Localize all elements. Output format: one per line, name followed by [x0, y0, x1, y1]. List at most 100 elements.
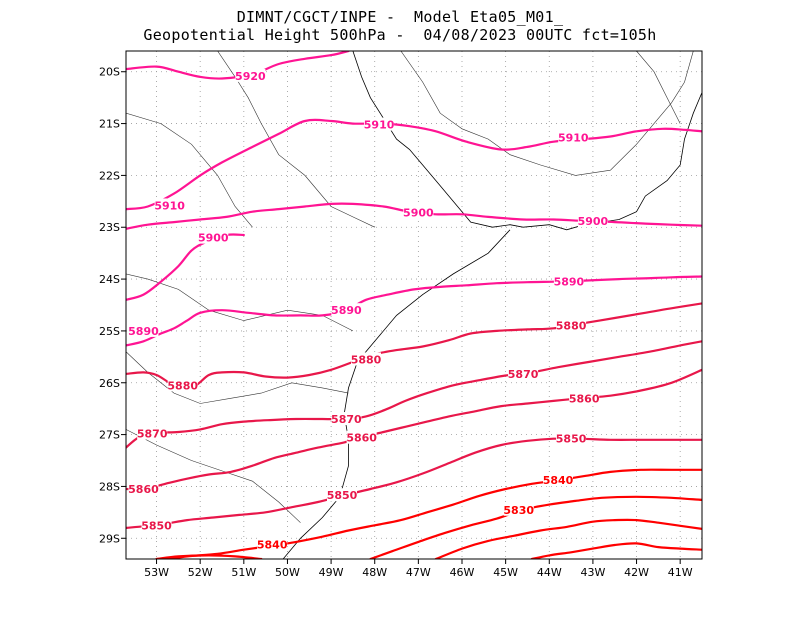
contour-label-bg	[558, 130, 589, 144]
contour-label: 5870	[137, 428, 168, 441]
y-tick-label: 20S	[99, 66, 120, 79]
contour-label-bg	[327, 488, 357, 502]
contour-label-bg	[553, 274, 584, 288]
x-tick-label: 51W	[231, 566, 256, 579]
contour-label-bg	[503, 502, 534, 516]
y-tick-label: 21S	[99, 118, 120, 131]
contour-line	[126, 340, 702, 449]
y-tick-label: 22S	[99, 169, 120, 182]
lat-lon-grid	[126, 51, 702, 559]
x-tick-label: 48W	[362, 566, 387, 579]
contour-line	[126, 302, 702, 390]
state-border	[126, 429, 301, 523]
contour-label: 5920	[235, 70, 266, 83]
map-frame	[125, 50, 703, 560]
contour-label: 5890	[554, 276, 585, 289]
x-tick-label: 52W	[188, 566, 213, 579]
coastline	[352, 51, 702, 231]
contour-label-bg	[569, 391, 600, 405]
contour-label-bg	[167, 378, 198, 392]
contour-label-bg	[331, 303, 362, 317]
contour-label: 5850	[556, 433, 587, 446]
y-tick-label: 25S	[99, 325, 120, 338]
state-border	[126, 351, 349, 404]
x-axis-ticks: 53W 52W 51W 50W 49W 48W 47W 46W 45W 44W 43W 42W 41W	[144, 559, 693, 579]
y-tick-label: 28S	[99, 480, 120, 493]
x-tick-label: 46W	[450, 566, 475, 579]
contour-label: 5900	[578, 215, 609, 228]
contour-label: 5890	[331, 304, 362, 317]
contour-label: 5910	[154, 199, 185, 212]
coastline-south	[282, 229, 511, 559]
contour-label: 5850	[141, 519, 172, 532]
contour-line	[126, 118, 702, 211]
state-border	[126, 112, 253, 228]
y-tick-label: 24S	[99, 273, 120, 286]
contour-lines	[126, 51, 702, 559]
x-tick-label: 45W	[493, 566, 518, 579]
state-border	[126, 273, 354, 332]
contour-label: 5860	[128, 483, 159, 496]
state-border	[217, 51, 375, 228]
contour-label-bg	[235, 68, 266, 82]
title-line-1: DIMNT/CGCT/INPE - Model Eta05_M01_	[236, 8, 564, 26]
contour-line	[530, 542, 702, 559]
contour-label: 5830	[503, 504, 534, 517]
contour-line	[369, 495, 702, 559]
contour-line	[155, 554, 263, 559]
contour-label-bg	[543, 473, 573, 487]
y-tick-label: 27S	[99, 429, 120, 442]
x-tick-label: 50W	[275, 566, 300, 579]
contour-label-bg	[141, 518, 172, 532]
contour-label: 5840	[257, 538, 288, 551]
y-tick-label: 29S	[99, 532, 120, 545]
contour-label-bg	[508, 366, 539, 380]
contour-label-bg	[257, 537, 288, 551]
coastlines-and-borders	[126, 51, 702, 559]
contour-label-bg	[364, 117, 395, 131]
state-border	[636, 51, 681, 124]
x-tick-label: 42W	[624, 566, 649, 579]
contour-label-bg	[137, 426, 168, 440]
contour-label: 5860	[569, 392, 600, 405]
contour-label-bg	[556, 431, 587, 445]
contour-label: 5900	[403, 207, 434, 220]
contour-line	[126, 275, 702, 347]
x-tick-label: 44W	[537, 566, 562, 579]
contour-label-bg	[351, 352, 381, 366]
contour-label-bg	[198, 230, 229, 244]
contour-label: 5870	[331, 413, 362, 426]
x-tick-label: 53W	[144, 566, 169, 579]
contour-label: 5860	[346, 432, 377, 445]
contour-label: 5880	[351, 353, 382, 366]
x-tick-label: 41W	[668, 566, 693, 579]
y-axis-ticks: 20S 21S 22S 23S 24S 25S 26S 27S 28S 29S	[99, 66, 126, 545]
contour-label: 5870	[508, 368, 539, 381]
y-tick-label: 26S	[99, 377, 120, 390]
contour-label: 5890	[128, 325, 159, 338]
contour-label: 5900	[198, 232, 229, 245]
contour-label-bg	[346, 430, 377, 444]
contour-label-bg	[403, 205, 434, 219]
contour-label-bg	[331, 412, 362, 426]
y-tick-label: 23S	[99, 221, 120, 234]
contour-label-bg	[577, 214, 608, 228]
x-tick-label: 49W	[319, 566, 344, 579]
contour-label-bg	[154, 198, 185, 212]
x-tick-label: 43W	[580, 566, 605, 579]
contour-label-bg	[128, 323, 159, 337]
contour-line	[434, 518, 702, 559]
contour-label: 5880	[556, 320, 587, 333]
contour-label-bg	[128, 482, 159, 496]
contour-labels: 5920 5910 5910 5910 5900 5900 5900 5890 5890 5890…	[128, 68, 609, 551]
contour-line	[126, 437, 702, 529]
contour-label: 5840	[543, 474, 574, 487]
contour-line	[168, 468, 702, 559]
contour-label: 5880	[167, 379, 198, 392]
contour-label-bg	[556, 318, 587, 332]
state-border	[400, 51, 694, 176]
contour-label: 5910	[364, 119, 395, 132]
title-line-2: Geopotential Height 500hPa - 04/08/2023 …	[143, 26, 657, 44]
x-tick-label: 47W	[406, 566, 431, 579]
